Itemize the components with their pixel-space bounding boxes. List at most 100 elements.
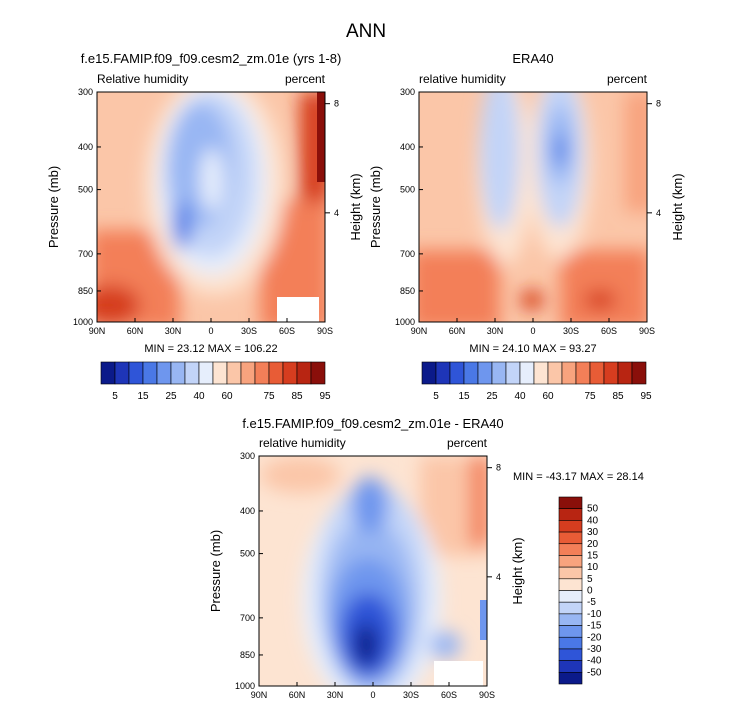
y-tick-label: 500 [240,549,255,559]
colorbar-swatch [463,361,479,385]
y-tick-label: 700 [400,249,415,259]
x-tick-label: 90S [479,690,495,700]
units-label: percent [285,72,326,86]
colorbar-label: 50 [587,504,599,515]
y-axis-right-label: Height (km) [348,173,363,240]
colorbar-swatch [558,613,583,626]
x-tick-label: 90N [251,690,268,700]
colorbar-label: 40 [587,515,599,526]
colorbar-swatch [505,361,521,385]
y-tick-label: 850 [400,286,415,296]
axes-ticks: 90N 60N 30N 0 30S 60S 90S 300 400 500 700 850 1000 8 4 [235,451,501,700]
figure-title: ANN [346,21,386,42]
variable-label: relative humidity [419,72,506,86]
colorbar-swatch [558,672,583,685]
colorbar-swatch [603,361,619,385]
colorbar-label: 30 [587,527,599,538]
colorbar-label: 15 [458,391,470,402]
y-right-tick-label: 4 [656,208,661,218]
variable-label: relative humidity [259,436,346,450]
colorbar-swatch [491,361,507,385]
y-axis-label: Pressure (mb) [208,530,223,612]
y-right-tick-label: 4 [496,572,501,582]
colorbar-swatch [558,496,583,509]
y-tick-label: 1000 [73,317,93,327]
colorbar-swatch [114,361,130,385]
colorbar-label: 25 [486,391,498,402]
colorbar-swatch [558,590,583,603]
colorbar-swatch [198,361,214,385]
x-tick-label: 90S [317,326,333,336]
colorbar-label: 20 [587,539,599,550]
y-axis-label: Pressure (mb) [368,166,383,248]
x-tick-label: 30N [487,326,504,336]
colorbar-swatch [170,361,186,385]
axes-ticks: 90N 60N 30N 0 30S 60S 90S 300 400 500 700 850 1000 8 4 [395,87,661,336]
y-axis-right-label: Height (km) [510,537,525,604]
colorbar-swatch [184,361,200,385]
x-tick-label: 30S [241,326,257,336]
x-tick-label: 60S [441,690,457,700]
minmax-stats: MIN = 23.12 MAX = 106.22 [144,343,277,355]
colorbar-label: 5 [112,391,118,402]
variable-label: Relative humidity [97,72,188,86]
y-tick-label: 500 [78,185,93,195]
colorbar-swatch [558,625,583,638]
y-tick-label: 700 [78,249,93,259]
y-right-tick-label: 8 [656,99,661,109]
colorbar-swatch [575,361,591,385]
colorbar-swatch [558,601,583,615]
colorbar-label: -15 [587,621,602,632]
colorbar-swatch [282,361,298,385]
colorbar-label: 40 [193,391,205,402]
colorbar-swatch [558,555,583,568]
colorbar-label: 95 [640,391,652,402]
colorbar-swatch [435,361,451,385]
colorbar-label: 75 [263,391,275,402]
colorbar-swatch [558,566,583,580]
colorbar-swatch [558,636,583,650]
colorbar-label: 5 [587,574,593,585]
x-tick-label: 90S [639,326,655,336]
colorbar-swatch [254,361,270,385]
colorbar-label: 40 [514,391,526,402]
colorbar-swatch [212,361,228,385]
y-tick-label: 700 [240,613,255,623]
x-tick-label: 60S [279,326,295,336]
colorbar-swatch [589,361,605,385]
panel-model: f.e15.FAMIP.f09_f09.cesm2_zm.01e (yrs 1-… [46,51,363,402]
panel-era40: ERA40 relative humidity percent Pressure… [368,51,685,402]
panel-title: ERA40 [512,51,553,66]
panel-title: f.e15.FAMIP.f09_f09.cesm2_zm.01e - ERA40 [242,416,503,431]
x-tick-label: 90N [89,326,106,336]
colorbar-swatch [558,578,583,591]
y-tick-label: 850 [78,286,93,296]
colorbar-swatch [240,361,256,385]
units-label: percent [447,436,488,450]
colorbar-label: 60 [221,391,233,402]
colorbar-label: -40 [587,656,602,667]
y-tick-label: 500 [400,185,415,195]
y-axis-right-label: Height (km) [670,173,685,240]
x-tick-label: 30S [403,690,419,700]
minmax-stats: MIN = 24.10 MAX = 93.27 [469,343,596,355]
y-tick-label: 1000 [395,317,415,327]
x-tick-label: 90N [411,326,428,336]
colorbar-label: 0 [587,586,593,597]
colorbar-label: -10 [587,609,602,620]
y-tick-label: 1000 [235,681,255,691]
colorbar-label: 15 [587,550,599,561]
colorbar-label: 25 [165,391,177,402]
colorbar-label: 60 [542,391,554,402]
colorbar-label: -20 [587,632,602,643]
colorbar-swatch [226,361,242,385]
colorbar-swatch [533,361,549,385]
colorbar-label: -30 [587,644,602,655]
colorbar-label: 10 [587,562,599,573]
contour-field [259,456,487,686]
contour-field [419,92,647,322]
colorbar-swatch [561,361,577,385]
minmax-stats: MIN = -43.17 MAX = 28.14 [513,471,644,483]
